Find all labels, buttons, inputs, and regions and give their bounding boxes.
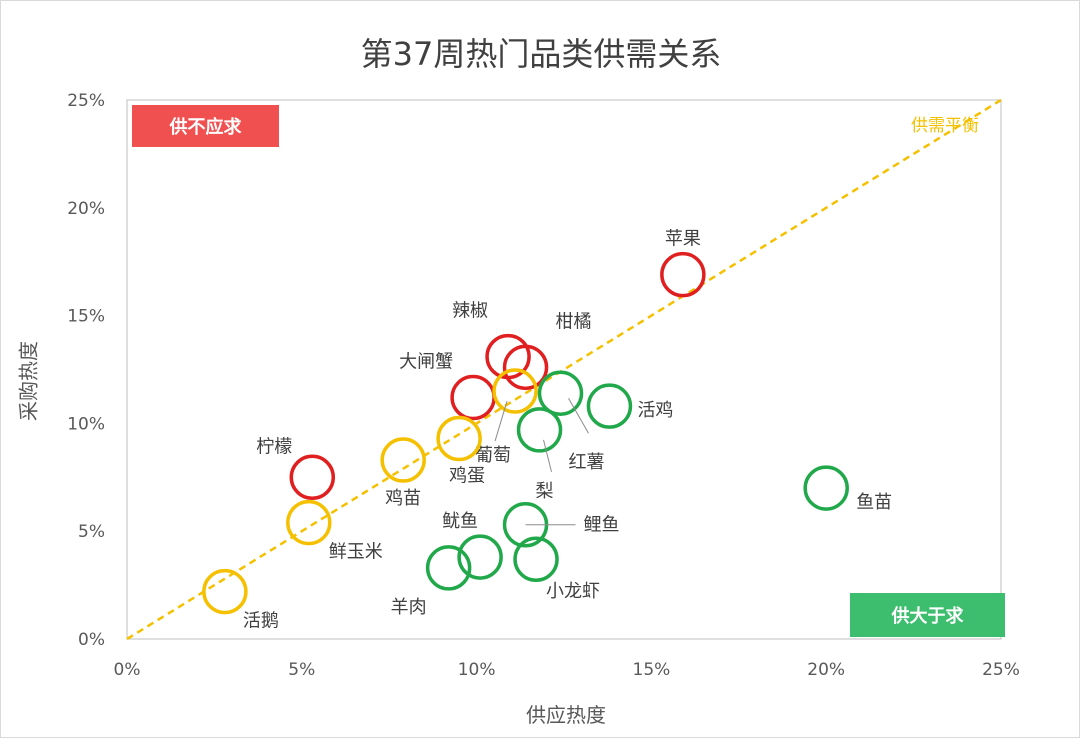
data-point-活鸡 — [586, 383, 633, 429]
point-label: 活鹅 — [243, 611, 279, 632]
x-axis-label: 供应热度 — [526, 703, 606, 727]
point-label: 葡萄 — [475, 445, 511, 466]
data-point-柠檬 — [289, 454, 336, 501]
y-tick-label: 10% — [67, 414, 105, 434]
x-tick-label: 10% — [458, 660, 496, 680]
y-tick-label: 15% — [67, 307, 105, 327]
undersupply-badge: 供不应求 — [132, 105, 279, 147]
point-label: 小龙虾 — [546, 581, 600, 602]
data-point-大闸蟹 — [450, 374, 496, 421]
leader-line — [543, 439, 553, 472]
leader-line — [494, 400, 508, 442]
data-point-梨 — [516, 407, 563, 453]
data-point-鱿鱼 — [457, 534, 503, 580]
point-label: 红薯 — [569, 452, 605, 473]
data-point-鸡苗 — [380, 437, 426, 483]
x-tick-label: 5% — [288, 660, 315, 680]
y-tick-label: 25% — [67, 91, 105, 111]
point-label: 苹果 — [665, 229, 701, 250]
y-axis-label: 采购热度 — [16, 341, 41, 421]
point-label: 柠檬 — [256, 436, 292, 457]
data-point-鸡蛋 — [436, 415, 482, 462]
data-point-苹果 — [660, 251, 706, 298]
x-tick-label: 15% — [633, 660, 671, 680]
point-label: 鱿鱼 — [442, 511, 478, 532]
oversupply-badge: 供大于求 — [850, 593, 1005, 637]
point-label: 鸡苗 — [385, 488, 421, 509]
leader-line — [568, 397, 589, 434]
balance-line-label: 供需平衡 — [911, 116, 979, 136]
data-point-羊肉 — [425, 545, 472, 591]
point-label: 辣椒 — [452, 301, 488, 322]
y-tick-label: 0% — [78, 630, 105, 650]
point-label: 鱼苗 — [856, 492, 892, 513]
balance-line — [126, 98, 1002, 641]
x-tick-label: 0% — [114, 660, 141, 680]
x-tick-label: 25% — [982, 660, 1020, 680]
point-label: 鸡蛋 — [449, 465, 485, 486]
point-label: 柑橘 — [556, 311, 592, 332]
chart-title: 第37周热门品类供需关系 — [360, 35, 722, 73]
y-tick-label: 20% — [67, 199, 105, 219]
data-point-柑橘 — [502, 344, 549, 391]
y-tick-label: 5% — [78, 522, 105, 542]
data-point-红薯 — [537, 370, 584, 416]
point-label: 活鸡 — [637, 400, 673, 421]
plot-area-border — [126, 99, 1002, 640]
point-label: 鲤鱼 — [584, 515, 620, 536]
data-point-葡萄 — [492, 368, 538, 414]
data-point-活鹅 — [202, 568, 248, 615]
data-point-小龙虾 — [513, 536, 559, 582]
data-point-鱼苗 — [803, 465, 849, 511]
point-label: 大闸蟹 — [399, 352, 453, 373]
point-label: 鲜玉米 — [329, 542, 383, 563]
data-point-鲜玉米 — [286, 499, 332, 546]
x-tick-label: 20% — [807, 660, 845, 680]
point-label: 梨 — [536, 481, 554, 502]
point-label: 羊肉 — [391, 597, 427, 618]
